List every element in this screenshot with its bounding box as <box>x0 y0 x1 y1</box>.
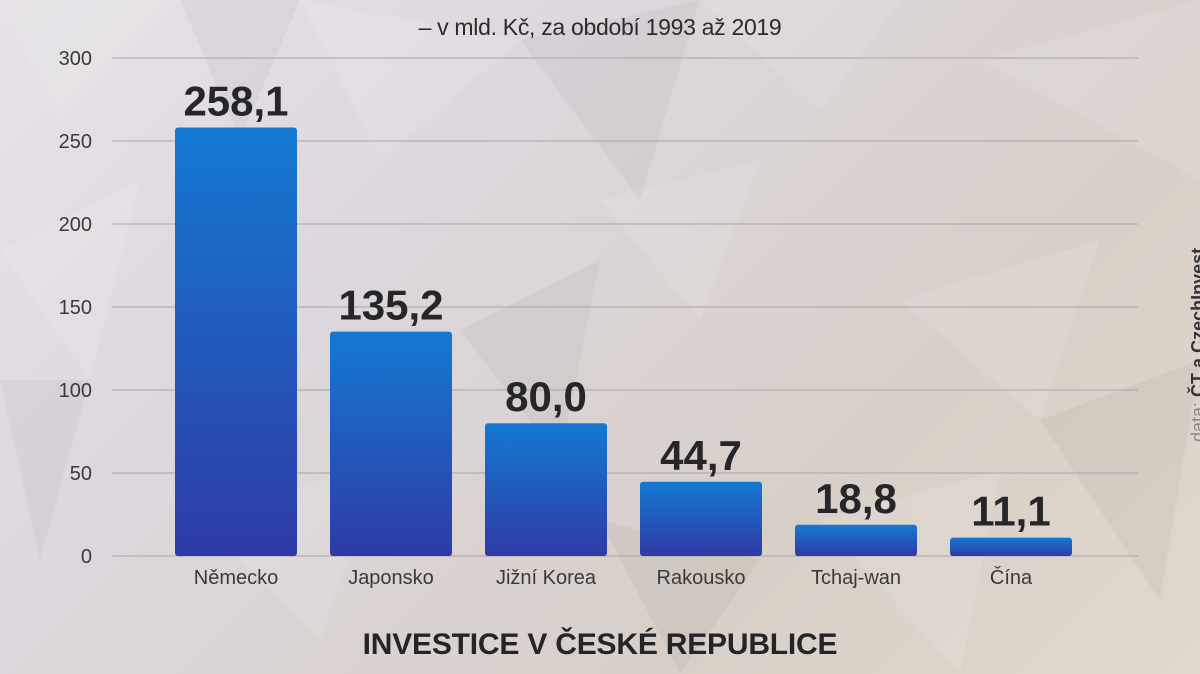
x-tick-label: Německo <box>194 567 278 589</box>
bars <box>175 127 1072 556</box>
y-tick-label: 0 <box>81 546 92 568</box>
x-tick-label: Japonsko <box>348 567 434 589</box>
x-tick-label: Čína <box>990 566 1033 589</box>
bar-value-label: 44,7 <box>660 432 742 479</box>
bar-value-label: 11,1 <box>971 488 1050 535</box>
x-tick-label: Rakousko <box>657 567 746 589</box>
x-tick-label: Tchaj-wan <box>811 567 901 589</box>
bar-value-label: 135,2 <box>338 282 443 329</box>
data-source: data: ČT a CzechInvest <box>1188 248 1200 442</box>
bar <box>640 481 762 556</box>
y-tick-label: 200 <box>59 214 92 236</box>
y-tick-label: 150 <box>59 297 92 319</box>
y-tick-label: 50 <box>70 463 92 485</box>
chart-title: INVESTICE V ČESKÉ REPUBLICE <box>362 628 838 661</box>
bar-value-label: 258,1 <box>183 78 288 125</box>
bar <box>175 127 297 556</box>
x-tick-label: Jižní Korea <box>496 567 597 589</box>
y-tick-label: 100 <box>59 380 92 402</box>
bar-value-label: 80,0 <box>505 373 587 420</box>
y-axis-ticks: 0 50 100 150 200 250 300 <box>59 48 92 568</box>
bar-value-label: 18,8 <box>815 475 897 522</box>
y-tick-label: 250 <box>59 131 92 153</box>
chart-subtitle: – v mld. Kč, za období 1993 až 2019 <box>418 14 782 40</box>
bar <box>795 524 917 556</box>
value-labels: 258,1 135,2 80,0 44,7 18,8 11,1 <box>183 78 1050 535</box>
bar <box>485 423 607 556</box>
source-value: ČT a CzechInvest <box>1188 247 1200 397</box>
source-label: data: <box>1188 401 1200 442</box>
bar <box>950 537 1072 556</box>
x-axis-labels: Německo Japonsko Jižní Korea Rakousko Tchaj-… <box>194 566 1033 589</box>
bar <box>330 331 452 556</box>
y-tick-label: 300 <box>59 48 92 70</box>
